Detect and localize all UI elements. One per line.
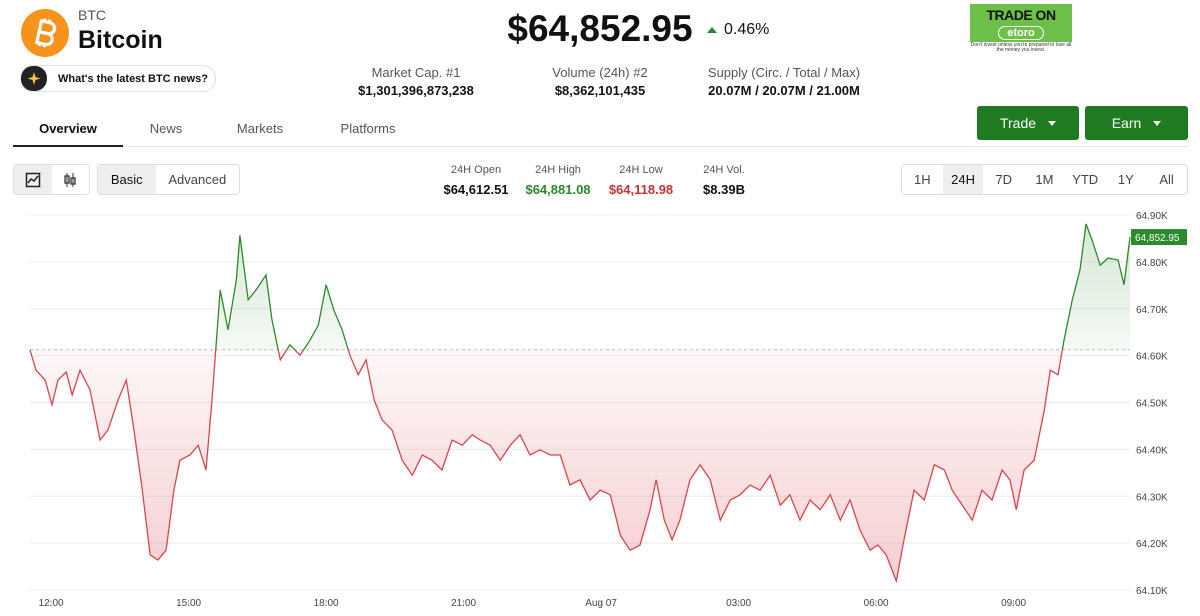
y-tick-label: 64.50K (1136, 399, 1168, 410)
sparkle-icon (21, 66, 47, 91)
price-tag (1131, 229, 1187, 246)
bitcoin-logo (21, 9, 69, 57)
y-tick-label: 64.90K (1136, 211, 1168, 222)
y-tick-label: 64.40K (1136, 445, 1168, 456)
tab[interactable]: Platforms (340, 121, 396, 136)
ad-disclaimer: Don't invest unless you're prepared to l… (970, 42, 1072, 53)
action-label: Trade (999, 115, 1037, 131)
summary-item: 24H Vol. $8.39B (703, 164, 745, 197)
x-tick-label: 18:00 (314, 598, 339, 609)
stat-value: $1,301,396,873,238 (358, 83, 474, 98)
ad-banner: TRADE ON etoro (970, 4, 1072, 42)
tab[interactable]: Overview (39, 121, 97, 136)
candle-chart-button[interactable] (52, 165, 90, 194)
tab-divider (13, 146, 1188, 147)
price-tag-label: 64,852.95 (1135, 233, 1180, 244)
summary-label: 24H High (535, 164, 581, 176)
tab[interactable]: Markets (236, 121, 284, 136)
x-tick-label: 06:00 (864, 598, 889, 609)
line-icon (25, 172, 40, 187)
candle-icon (64, 172, 76, 187)
price-line (29, 223, 1131, 584)
action-label: Earn (1111, 115, 1142, 131)
summary-label: 24H Low (619, 164, 663, 176)
range-button[interactable]: 1H (914, 172, 931, 187)
summary-value: $64,612.51 (443, 182, 509, 197)
dropdown-arrow (1153, 120, 1162, 126)
ad[interactable]: TRADE ON etoro Don't invest unless you'r… (970, 4, 1072, 54)
mode-button[interactable]: Advanced (168, 172, 227, 187)
summary-label: 24H Vol. (703, 164, 745, 176)
stat-label: Supply (Circ. / Total / Max) (707, 65, 861, 80)
chart-modes: Basic Advanced (97, 164, 240, 195)
range-button[interactable]: 1M (1035, 172, 1054, 187)
y-tick-label: 64.70K (1136, 305, 1168, 316)
y-tick-label: 64.10K (1136, 586, 1168, 597)
price-area (30, 223, 1130, 582)
x-tick-label: 03:00 (726, 598, 751, 609)
summary-item: 24H High $64,881.08 (525, 164, 590, 197)
stat-value: $8,362,101,435 (554, 83, 646, 98)
x-tick-label: 15:00 (176, 598, 201, 609)
mode-button[interactable]: Basic (98, 165, 156, 194)
ad-brand: etoro (998, 26, 1044, 40)
action-button[interactable]: Earn (1085, 106, 1188, 140)
news-pill[interactable]: What's the latest BTC news? (20, 65, 216, 92)
stat-label: Market Cap. #1 (371, 65, 461, 80)
stat-value: 20.07M / 20.07M / 21.00M (708, 83, 860, 98)
range-button[interactable]: 24H (942, 165, 984, 194)
line-chart-button[interactable] (14, 165, 52, 194)
price: $64,852.95 (507, 8, 693, 49)
y-tick-label: 64.80K (1136, 258, 1168, 269)
tab[interactable]: News (149, 121, 183, 136)
y-tick-label: 64.20K (1136, 539, 1168, 550)
tab-underline (13, 145, 123, 147)
range-button[interactable]: All (1159, 172, 1174, 187)
x-tick-label: 12:00 (39, 598, 64, 609)
ranges: 1H 24H 7D 1M YTD 1Y All (901, 164, 1188, 195)
summary-value: $64,881.08 (525, 182, 591, 197)
range-button[interactable]: YTD (1072, 172, 1099, 187)
y-tick-label: 64.60K (1136, 352, 1168, 363)
x-tick-label: Aug 07 (585, 598, 617, 609)
ad-headline: TRADE ON (986, 7, 1056, 23)
x-tick-label: 21:00 (451, 598, 476, 609)
coin-name: Bitcoin (78, 26, 163, 54)
range-button[interactable]: 7D (995, 172, 1013, 187)
change: 0.46% (724, 21, 770, 38)
up-arrow (707, 27, 717, 33)
range-button[interactable]: 1Y (1117, 172, 1134, 187)
summary-label: 24H Open (450, 164, 502, 176)
summary-value: $8.39B (703, 182, 745, 197)
stat-label: Volume (24h) #2 (552, 65, 648, 80)
y-tick-label: 64.30K (1136, 492, 1168, 503)
dropdown-arrow (1048, 120, 1057, 126)
summary-item: 24H Open $64,612.51 (443, 164, 508, 197)
action-button[interactable]: Trade (977, 106, 1079, 140)
chart-style-toggle (13, 164, 90, 195)
symbol: BTC (78, 7, 106, 23)
x-tick-label: 09:00 (1001, 598, 1026, 609)
news-prompt: What's the latest BTC news? (58, 72, 208, 85)
summary-value: $64,118.98 (608, 182, 674, 197)
summary-item: 24H Low $64,118.98 (609, 164, 673, 197)
